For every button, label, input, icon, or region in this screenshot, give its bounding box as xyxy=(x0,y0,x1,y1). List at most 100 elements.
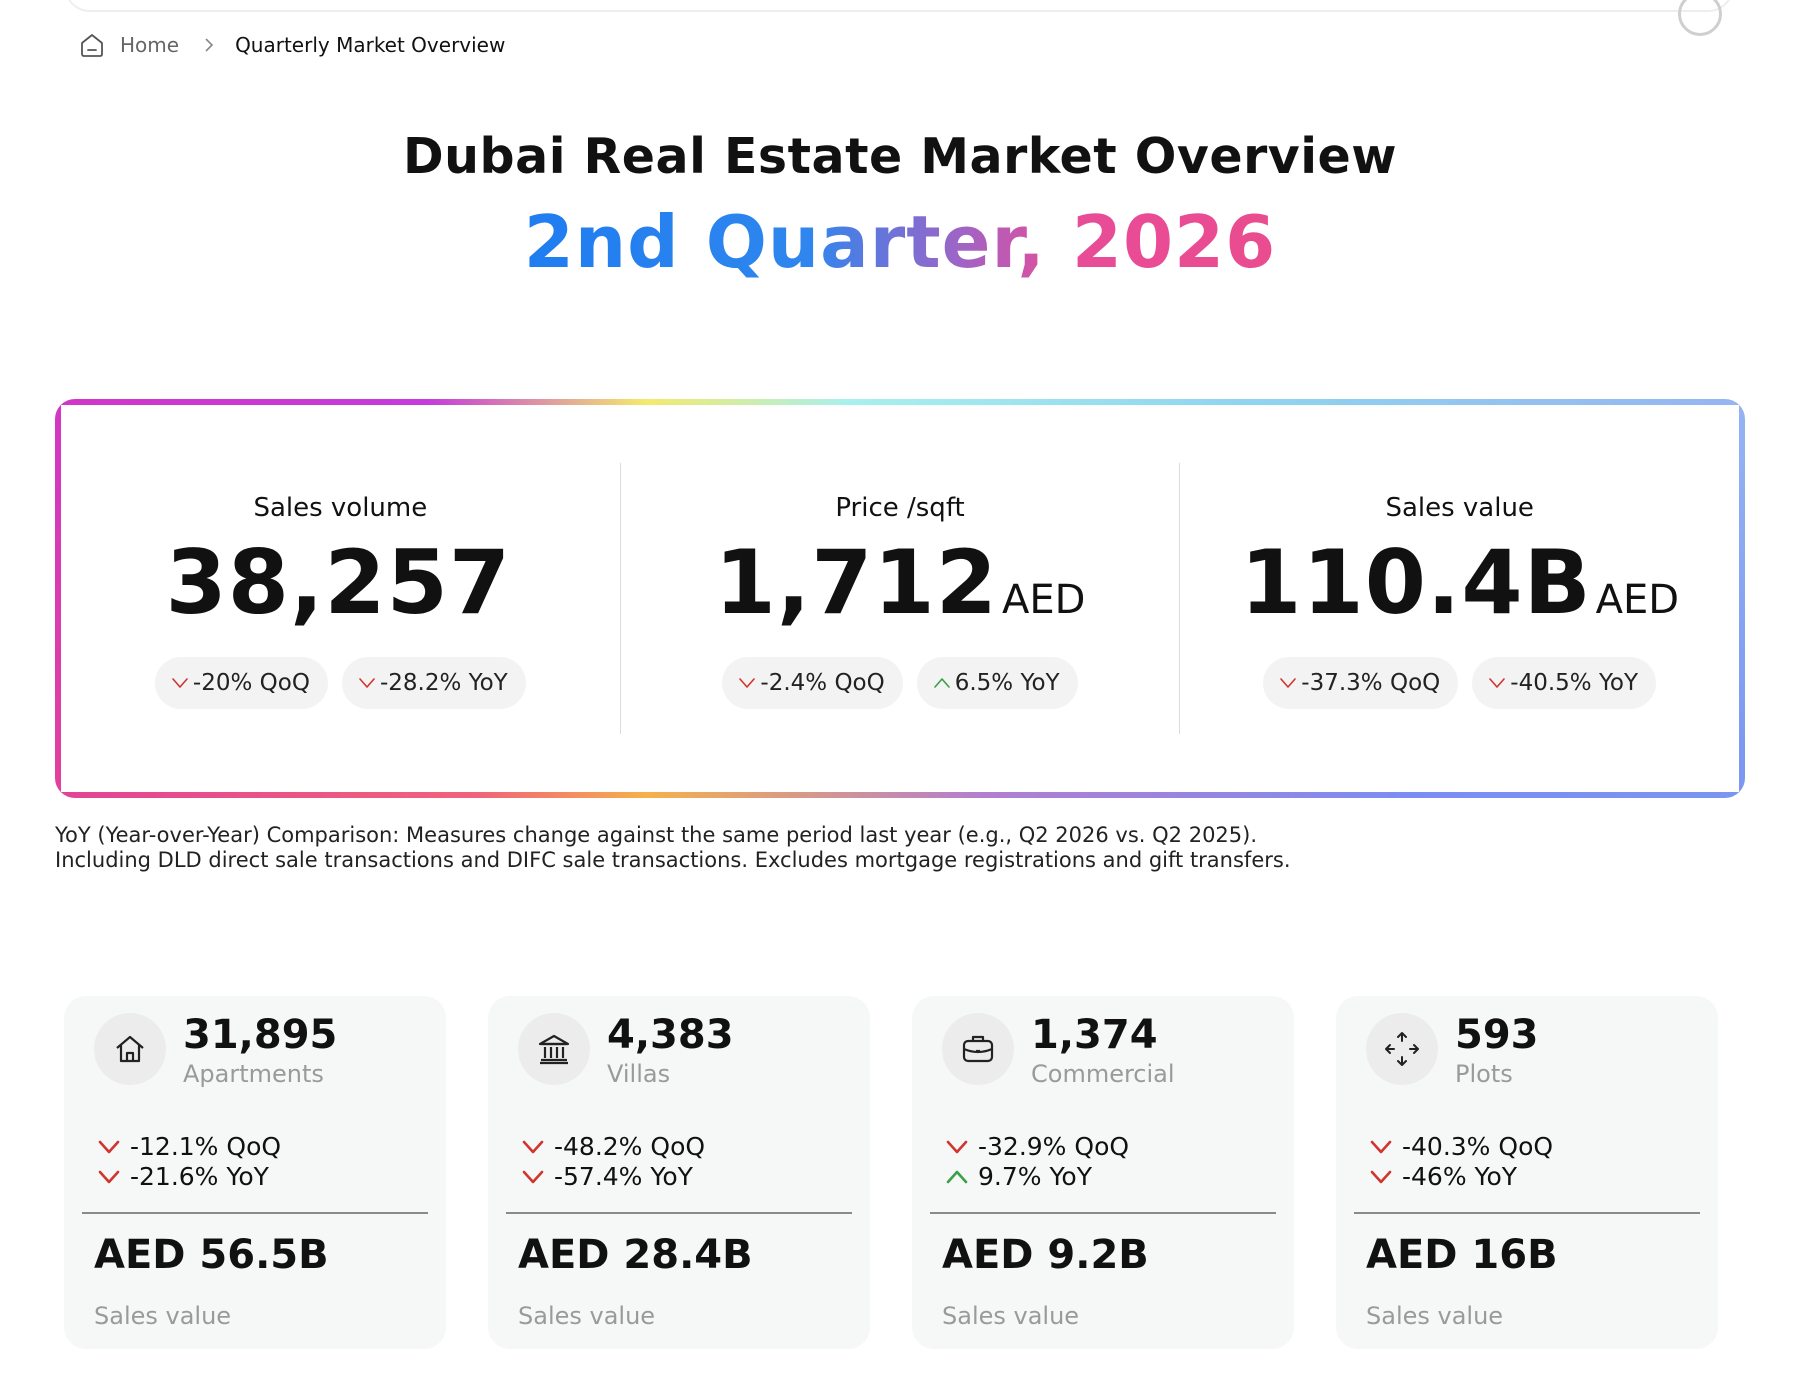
expand-arrows-icon xyxy=(1385,1032,1419,1066)
segment-count: 31,895 xyxy=(183,1012,338,1058)
sales-value-label: Sales value xyxy=(94,1302,232,1330)
kpi-unit: AED xyxy=(1595,577,1680,623)
kpi-value-row: 110.4B AED xyxy=(1240,535,1679,631)
yoy-text: -21.6% YoY xyxy=(130,1162,269,1191)
breadcrumb-home-link[interactable]: Home xyxy=(120,33,180,57)
kpi-column: Price /sqft 1,712 AED -2.4% QoQ 6.5% YoY xyxy=(619,463,1180,734)
kpi-label: Price /sqft xyxy=(835,493,965,523)
segment-card[interactable]: 31,895 Apartments -12.1% QoQ -21.6% YoY … xyxy=(64,996,446,1349)
chevron-right-icon xyxy=(205,38,214,52)
chevron-down-icon xyxy=(1370,1170,1392,1184)
kpi-panel: Sales volume 38,257 -20% QoQ -28.2% YoY … xyxy=(55,399,1745,798)
yoy-text: -40.5% YoY xyxy=(1510,670,1639,696)
yoy-text: 9.7% YoY xyxy=(978,1162,1092,1191)
segment-card[interactable]: 4,383 Villas -48.2% QoQ -57.4% YoY AED 2… xyxy=(488,996,870,1349)
sales-value-amount: AED 9.2B xyxy=(942,1232,1149,1278)
yoy-change: -21.6% YoY xyxy=(98,1162,281,1192)
qoq-change: -40.3% QoQ xyxy=(1370,1132,1553,1162)
segment-type: Commercial xyxy=(1031,1060,1175,1088)
chevron-down-icon xyxy=(739,678,756,688)
footnote-line: Including DLD direct sale transactions a… xyxy=(55,848,1291,872)
kpi-value: 38,257 xyxy=(165,531,512,634)
divider xyxy=(1354,1212,1700,1214)
kpi-change-pills: -2.4% QoQ 6.5% YoY xyxy=(722,657,1078,709)
segment-type: Villas xyxy=(607,1060,671,1088)
divider xyxy=(930,1212,1276,1214)
chevron-down-icon xyxy=(522,1170,544,1184)
segment-icon-badge xyxy=(942,1013,1014,1085)
yoy-change: -57.4% YoY xyxy=(522,1162,705,1192)
yoy-text: -46% YoY xyxy=(1402,1162,1518,1191)
breadcrumb: Home Quarterly Market Overview xyxy=(78,28,505,62)
kpi-change-pills: -37.3% QoQ -40.5% YoY xyxy=(1263,657,1657,709)
chevron-up-icon xyxy=(933,678,950,688)
briefcase-icon xyxy=(962,1035,994,1063)
yoy-text: -28.2% YoY xyxy=(379,670,508,696)
kpi-panel-inner: Sales volume 38,257 -20% QoQ -28.2% YoY … xyxy=(61,405,1739,792)
chevron-down-icon xyxy=(1370,1140,1392,1154)
segment-card[interactable]: 593 Plots -40.3% QoQ -46% YoY AED 16B Sa… xyxy=(1336,996,1718,1349)
chevron-down-icon xyxy=(172,678,188,688)
qoq-text: -12.1% QoQ xyxy=(130,1132,282,1161)
chevron-up-icon xyxy=(946,1170,968,1184)
kpi-change-pills: -20% QoQ -28.2% YoY xyxy=(154,657,526,709)
chevron-down-icon xyxy=(98,1170,120,1184)
qoq-badge: -2.4% QoQ xyxy=(722,657,903,709)
yoy-text: -57.4% YoY xyxy=(554,1162,693,1191)
kpi-value-row: 38,257 xyxy=(166,535,516,631)
yoy-change: 9.7% YoY xyxy=(946,1162,1129,1192)
segment-changes: -40.3% QoQ -46% YoY xyxy=(1370,1132,1553,1192)
kpi-label: Sales volume xyxy=(253,493,428,523)
segment-card[interactable]: 1,374 Commercial -32.9% QoQ 9.7% YoY AED… xyxy=(912,996,1294,1349)
chevron-down-icon xyxy=(522,1140,544,1154)
kpi-unit: AED xyxy=(1001,577,1086,623)
segment-type: Apartments xyxy=(183,1060,324,1088)
chevron-down-icon xyxy=(946,1140,968,1154)
kpi-column: Sales value 110.4B AED -37.3% QoQ -40.5%… xyxy=(1179,463,1739,734)
avatar[interactable] xyxy=(1678,0,1722,36)
qoq-text: -40.3% QoQ xyxy=(1402,1132,1554,1161)
kpi-value: 110.4B xyxy=(1240,531,1592,634)
qoq-text: -48.2% QoQ xyxy=(554,1132,706,1161)
segment-changes: -12.1% QoQ -21.6% YoY xyxy=(98,1132,281,1192)
chevron-down-icon xyxy=(359,678,375,688)
home-icon[interactable] xyxy=(78,31,106,59)
segment-icon-badge xyxy=(94,1013,166,1085)
segment-icon-badge xyxy=(518,1013,590,1085)
segment-changes: -32.9% QoQ 9.7% YoY xyxy=(946,1132,1129,1192)
sales-value-label: Sales value xyxy=(518,1302,656,1330)
qoq-change: -32.9% QoQ xyxy=(946,1132,1129,1162)
sales-value-label: Sales value xyxy=(942,1302,1080,1330)
yoy-change: -46% YoY xyxy=(1370,1162,1553,1192)
divider xyxy=(82,1212,428,1214)
qoq-change: -12.1% QoQ xyxy=(98,1132,281,1162)
sales-value-label: Sales value xyxy=(1366,1302,1504,1330)
yoy-badge: 6.5% YoY xyxy=(916,657,1078,709)
sales-value-amount: AED 56.5B xyxy=(94,1232,329,1278)
footnote-line: YoY (Year-over-Year) Comparison: Measure… xyxy=(55,823,1258,847)
qoq-text: -20% QoQ xyxy=(192,670,310,696)
segment-type: Plots xyxy=(1455,1060,1513,1088)
segment-count: 4,383 xyxy=(607,1012,734,1058)
footnote: YoY (Year-over-Year) Comparison: Measure… xyxy=(55,823,1555,873)
segment-changes: -48.2% QoQ -57.4% YoY xyxy=(522,1132,705,1192)
yoy-badge: -28.2% YoY xyxy=(341,657,526,709)
segment-count: 593 xyxy=(1455,1012,1539,1058)
qoq-text: -2.4% QoQ xyxy=(760,670,885,696)
segment-cards: 31,895 Apartments -12.1% QoQ -21.6% YoY … xyxy=(64,996,1724,1349)
breadcrumb-current: Quarterly Market Overview xyxy=(235,33,506,57)
chevron-down-icon xyxy=(98,1140,120,1154)
yoy-text: 6.5% YoY xyxy=(954,670,1060,696)
sales-value-amount: AED 28.4B xyxy=(518,1232,753,1278)
page-subtitle: 2nd Quarter, 2026 xyxy=(0,200,1800,284)
chevron-down-icon xyxy=(1280,678,1297,688)
page-title: Dubai Real Estate Market Overview xyxy=(403,128,1397,185)
segment-icon-badge xyxy=(1366,1013,1438,1085)
yoy-badge: -40.5% YoY xyxy=(1472,657,1657,709)
qoq-change: -48.2% QoQ xyxy=(522,1132,705,1162)
qoq-badge: -20% QoQ xyxy=(154,657,328,709)
divider xyxy=(506,1212,852,1214)
kpi-value-row: 1,712 AED xyxy=(715,535,1086,631)
kpi-column: Sales volume 38,257 -20% QoQ -28.2% YoY xyxy=(61,463,620,734)
top-search-bar[interactable] xyxy=(64,0,1734,36)
